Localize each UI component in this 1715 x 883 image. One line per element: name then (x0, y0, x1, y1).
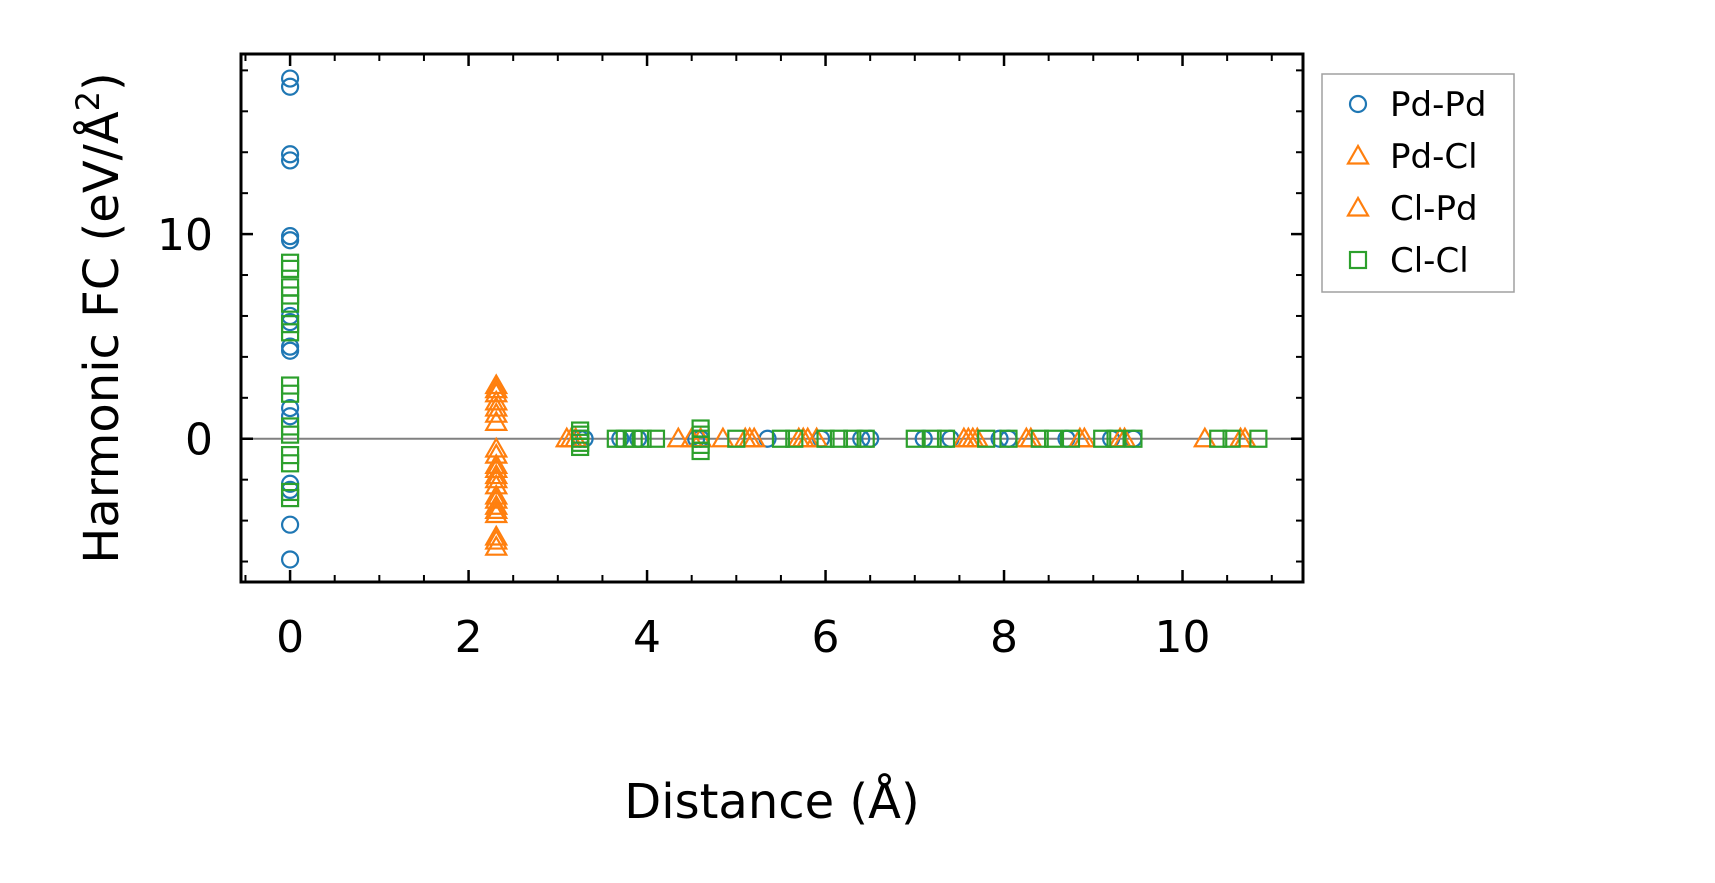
data-point (280, 341, 300, 360)
data-point (1249, 429, 1268, 448)
data-point (484, 401, 509, 423)
legend-item: Pd-Pd (1348, 85, 1486, 125)
data-point (1222, 429, 1241, 448)
x-tick-label: 0 (276, 612, 304, 663)
legend-label: Pd-Pd (1390, 85, 1486, 125)
data-point (280, 323, 300, 342)
x-axis-label: Distance (Å) (624, 773, 919, 830)
data-point (280, 515, 300, 534)
data-point (484, 377, 509, 399)
series-cl-cl (280, 253, 1268, 508)
data-point (280, 259, 300, 278)
data-point (1209, 429, 1228, 448)
ticks-group (241, 54, 1303, 582)
data-point (633, 429, 652, 448)
data-point (1106, 429, 1125, 448)
data-point (829, 429, 849, 448)
data-point (484, 494, 509, 515)
data-point (484, 498, 509, 519)
data-point (280, 384, 300, 403)
axes-frame (239, 52, 1305, 584)
data-point (1061, 429, 1081, 448)
data-point (923, 429, 942, 448)
tick-labels-group: 0 2 4 6 8 10 0 10 (157, 210, 1211, 663)
data-point (280, 398, 300, 418)
data-point (999, 429, 1018, 448)
data-point (280, 425, 300, 444)
data-point (666, 426, 691, 448)
data-point (484, 463, 509, 485)
data-point (484, 453, 509, 474)
data-point (280, 69, 300, 88)
data-point (280, 151, 300, 170)
legend-item: Cl-Cl (1348, 241, 1469, 281)
y-tick-label: 10 (157, 210, 213, 261)
data-point (280, 253, 300, 272)
data-point (977, 429, 996, 448)
legend-marker (1348, 94, 1368, 114)
x-tick-label: 2 (455, 612, 483, 663)
data-point (571, 437, 590, 457)
data-point (484, 436, 509, 458)
data-point (936, 429, 956, 448)
legend-marker (1346, 143, 1370, 165)
series-pd-cl (484, 373, 1257, 556)
x-tick-label: 8 (990, 612, 1018, 663)
series-pd-pd (280, 69, 1143, 569)
data-point (484, 502, 509, 524)
data-point (484, 524, 509, 546)
data-point (484, 534, 509, 556)
legend-item: Cl-Pd (1346, 189, 1478, 229)
x-tick-label: 10 (1155, 612, 1211, 663)
data-point (691, 441, 710, 461)
data-point (1030, 429, 1049, 448)
data-point (484, 528, 509, 550)
data-point (280, 231, 300, 250)
legend-marker (1348, 250, 1368, 270)
legend-label: Cl-Cl (1390, 241, 1469, 281)
legend-label: Cl-Pd (1390, 189, 1478, 229)
data-point (1124, 429, 1143, 448)
data-point (484, 442, 509, 464)
markers-group (280, 69, 1268, 569)
data-point (280, 488, 300, 508)
data-point (1093, 429, 1112, 448)
data-point (484, 473, 509, 495)
data-point (1044, 429, 1063, 448)
data-point (816, 429, 835, 448)
y-axis-label: Harmonic FC (eV/Å2) (69, 72, 130, 564)
legend-marker (1346, 195, 1370, 217)
data-point (727, 429, 746, 448)
legend-item: Pd-Cl (1346, 137, 1478, 177)
data-point (280, 454, 300, 473)
data-point (484, 467, 509, 489)
data-point (280, 550, 300, 569)
data-point (771, 429, 791, 448)
x-tick-label: 4 (633, 612, 661, 663)
data-point (484, 457, 509, 479)
data-point (484, 395, 509, 417)
data-point (280, 145, 300, 164)
legend: Pd-Pd Pd-Cl Cl-Pd Cl-Cl (1321, 73, 1515, 293)
data-point (484, 389, 509, 411)
series-cl-pd (484, 377, 1253, 550)
legend-label: Pd-Cl (1390, 137, 1478, 177)
x-tick-label: 6 (812, 612, 840, 663)
data-point (484, 487, 509, 509)
data-point (905, 429, 924, 448)
data-point (280, 294, 300, 313)
y-tick-label: 0 (185, 415, 213, 466)
data-point (843, 429, 862, 448)
data-point (280, 77, 300, 96)
plot-frame (239, 52, 1305, 584)
data-point (280, 407, 300, 426)
data-point (484, 381, 509, 403)
data-point (785, 429, 804, 448)
data-point (646, 429, 666, 448)
data-point (856, 429, 875, 448)
